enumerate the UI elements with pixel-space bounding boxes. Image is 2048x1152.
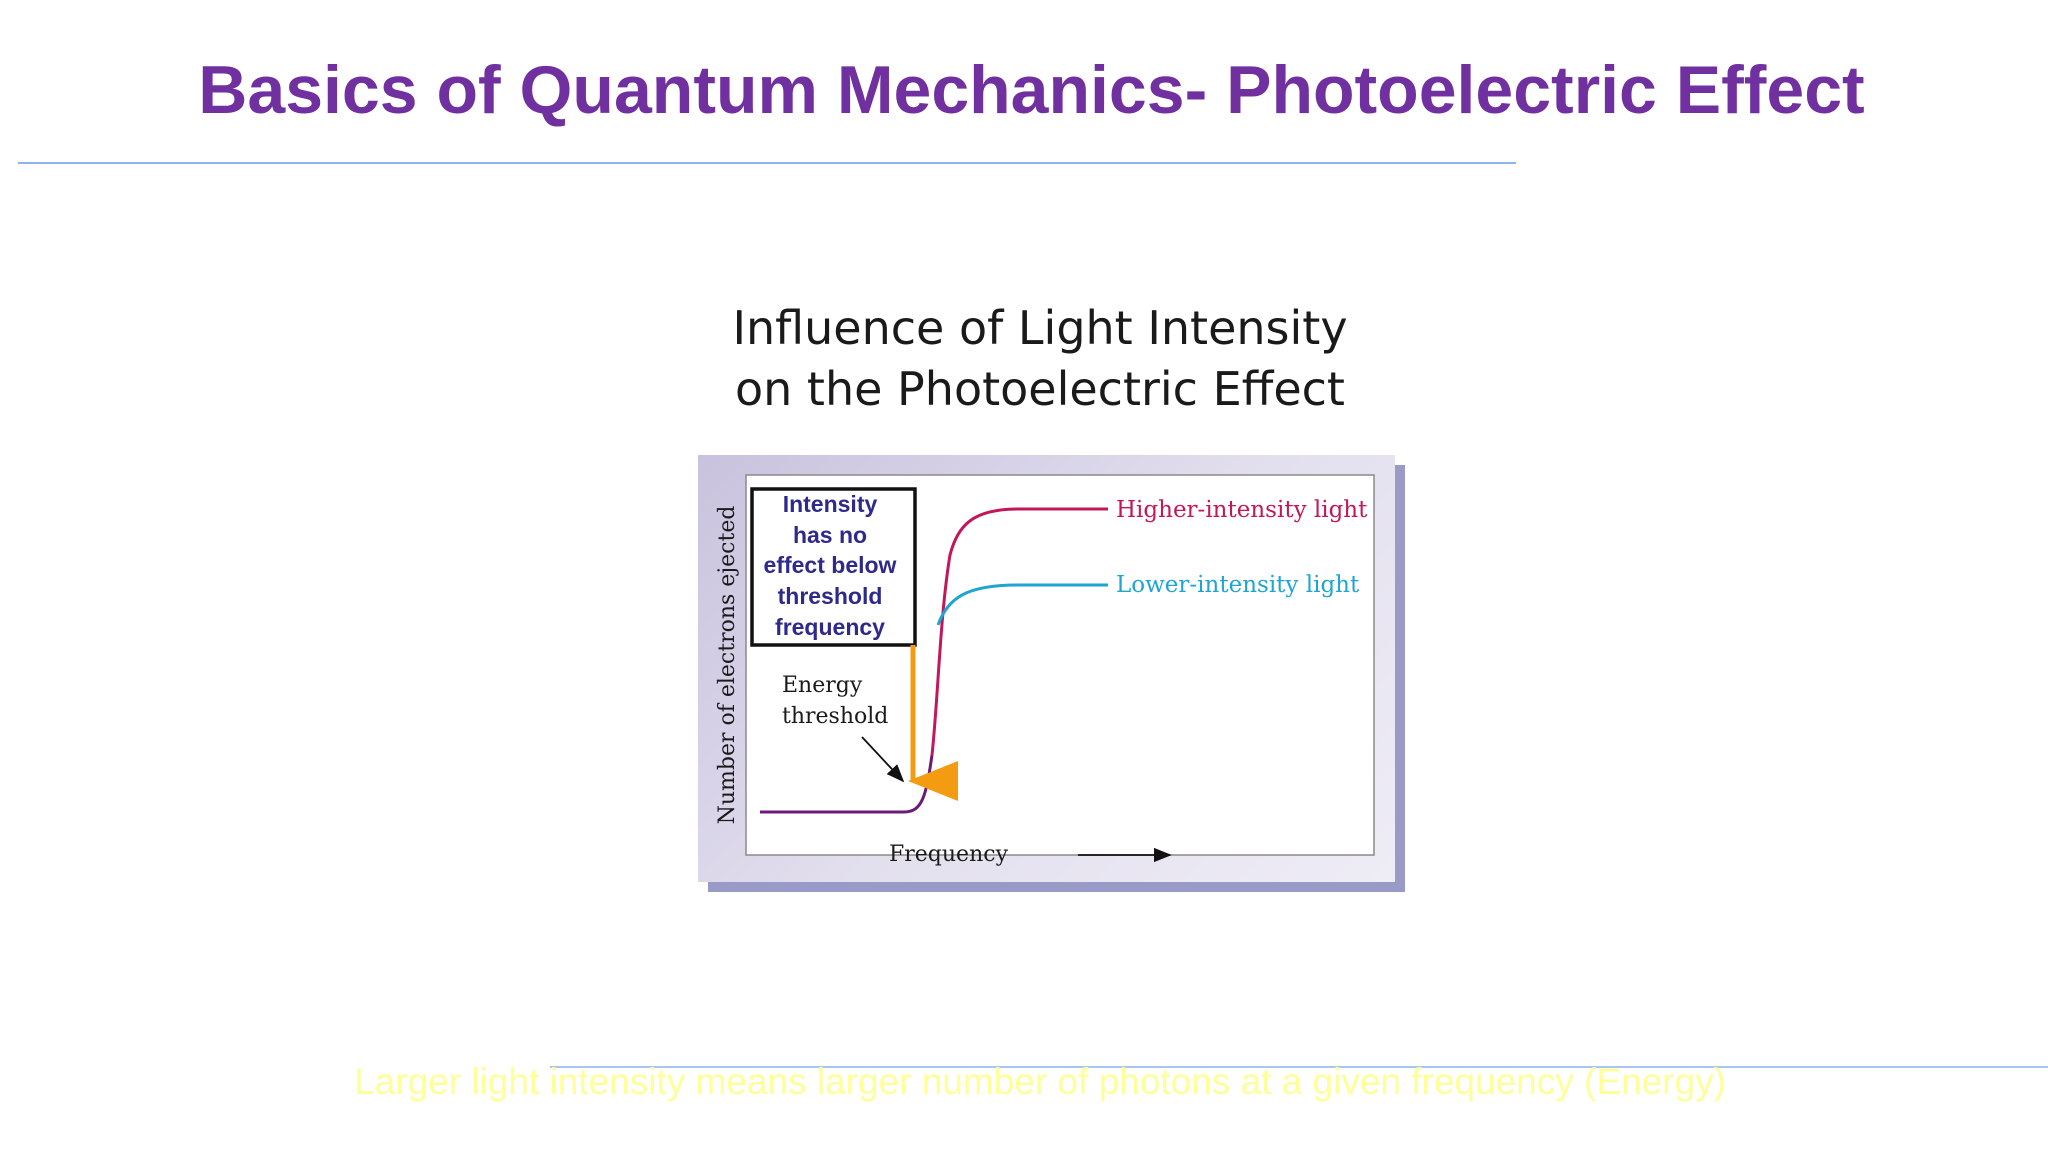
curve-low [936,583,1108,626]
curve-high [930,507,1108,756]
diagram-title-line-2: on the Photoelectric Effect [735,362,1345,416]
curve-high-label: Higher-intensity light [1116,497,1368,523]
note-box-line-5: frequency [775,614,885,640]
figure-diagram: Number of electrons ejected Frequency Hi… [715,474,1375,867]
y-axis-label: Number of electrons ejected [715,506,740,825]
threshold-pointer [861,736,905,783]
x-axis-label: Frequency [889,842,1009,867]
note-box-line-3: effect below [764,552,897,578]
threshold-label-line-1: Energy [782,673,863,698]
note-box-line-2: has no [793,522,867,548]
footer-divider [550,1066,2048,1068]
footer-note: Larger light intensity means larger numb… [354,1061,1726,1102]
curve-low-label: Lower-intensity light [1116,572,1360,598]
title-divider [18,162,1516,164]
photoelectric-figure: Number of electrons ejected Frequency Hi… [698,455,1408,895]
threshold-label-line-2: threshold [782,704,888,729]
note-box-line-1: Intensity [783,491,878,517]
slide-title: Basics of Quantum Mechanics- Photoelectr… [198,52,1865,128]
note-box-line-4: threshold [778,583,883,609]
note-box [750,487,917,647]
diagram-title-line-1: Influence of Light Intensity [732,301,1348,355]
diagram-title: Influence of Light Intensity on the Phot… [680,298,1400,420]
